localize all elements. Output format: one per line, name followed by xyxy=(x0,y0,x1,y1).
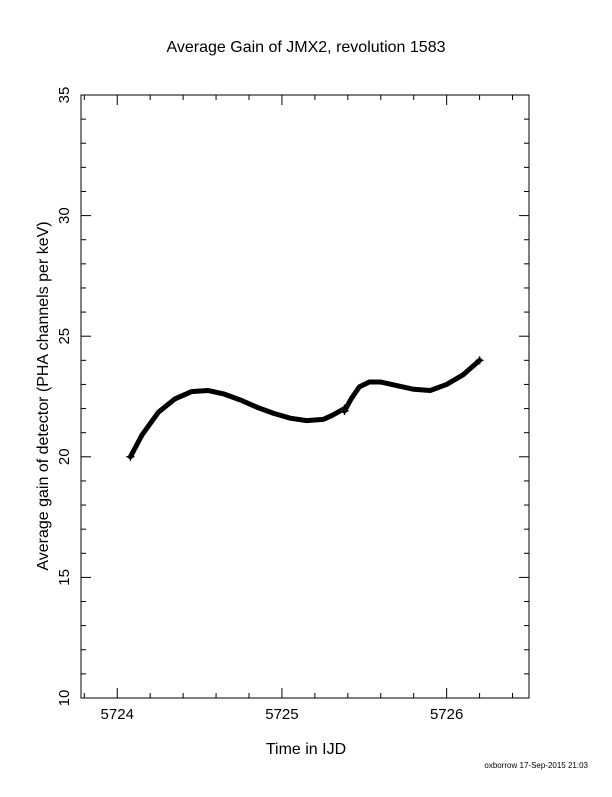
gain-series xyxy=(126,356,484,461)
x-tick-label: 5725 xyxy=(265,706,298,723)
gain-curve-segment xyxy=(127,387,348,460)
chart-title: Average Gain of JMX2, revolution 1583 xyxy=(167,39,446,56)
gain-data-point xyxy=(475,356,484,365)
x-tick-label: 5726 xyxy=(430,706,463,723)
y-tick-label: 25 xyxy=(56,328,73,345)
x-axis-ticks xyxy=(83,95,514,698)
gain-curve-segment xyxy=(342,357,483,414)
y-tick-label: 35 xyxy=(56,87,73,104)
x-tick-label: 5724 xyxy=(101,706,134,723)
y-axis-tick-labels: 10 15 20 25 30 35 xyxy=(56,87,73,707)
y-tick-label: 20 xyxy=(56,448,73,465)
y-tick-label: 15 xyxy=(56,569,73,586)
y-axis-label: Average gain of detector (PHA channels p… xyxy=(35,221,52,570)
y-tick-label: 10 xyxy=(56,690,73,707)
x-axis-label: Time in IJD xyxy=(266,741,346,758)
plot-frame xyxy=(80,94,530,699)
footer-stamp: oxborrow 17-Sep-2015 21:03 xyxy=(484,761,588,770)
x-axis-tick-labels: 5724 5725 5726 xyxy=(101,706,464,723)
gain-data-point xyxy=(340,406,349,415)
y-tick-label: 30 xyxy=(56,207,73,224)
y-axis-ticks xyxy=(81,94,529,699)
gain-data-point xyxy=(126,452,135,461)
